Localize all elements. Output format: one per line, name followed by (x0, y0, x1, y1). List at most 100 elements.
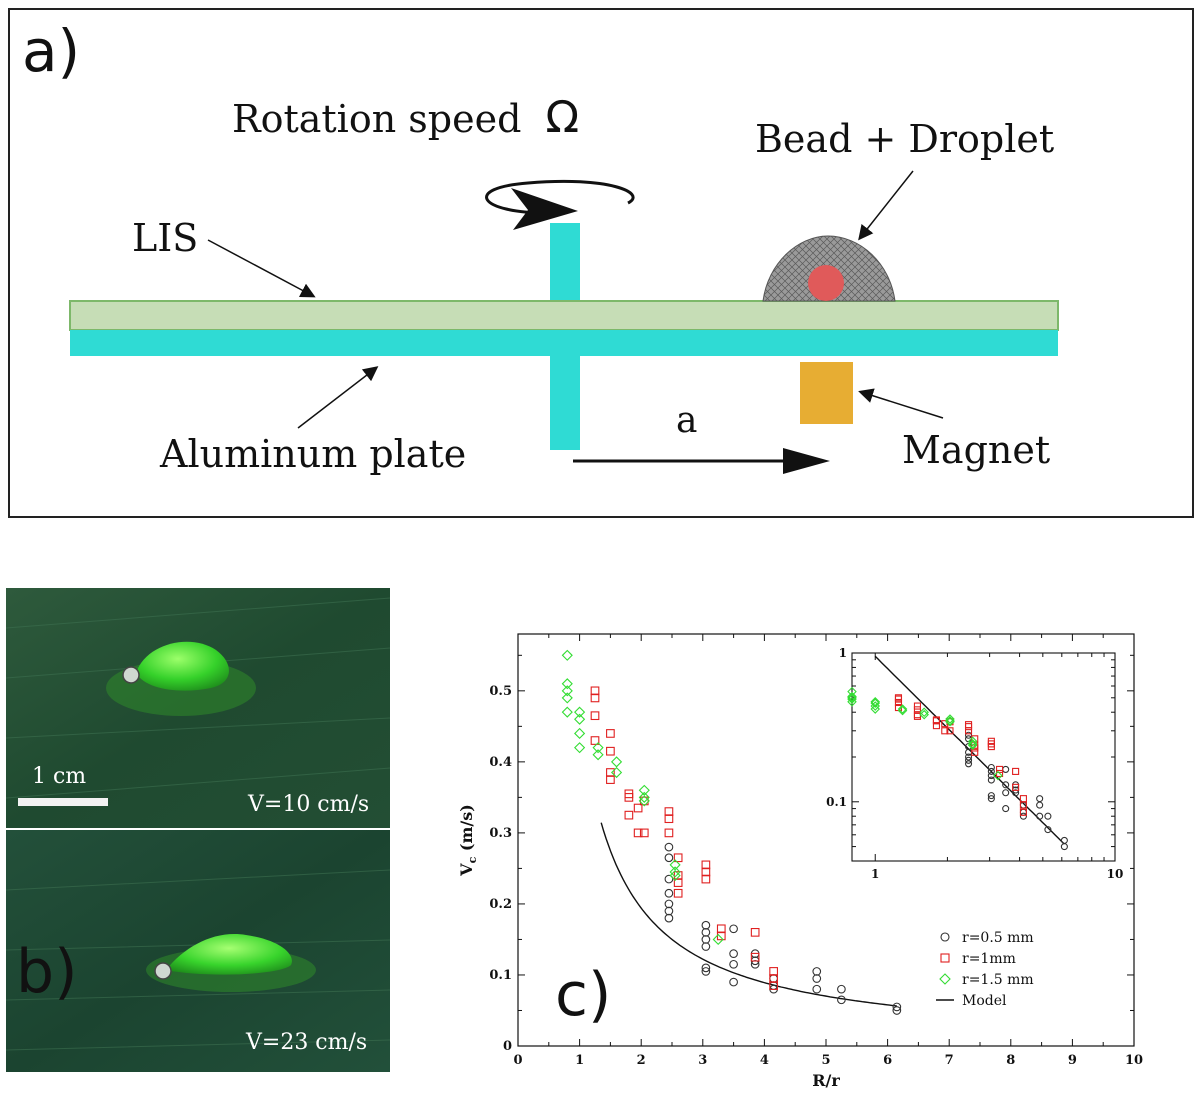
y-axis-label-main: V (457, 863, 476, 877)
data-point-square (606, 768, 615, 777)
legend-label-model: Model (962, 993, 1007, 1009)
x-tick-label: 7 (945, 1053, 954, 1068)
inset-data-point-square (1012, 783, 1020, 791)
data-point-square (639, 796, 649, 806)
y-tick-label: 0.1 (489, 968, 512, 983)
legend-label: r=1.5 mm (962, 972, 1034, 988)
photo-bottom-image (6, 830, 390, 1072)
inset-data-point-diamond (897, 705, 908, 716)
data-point-square (633, 828, 643, 838)
legend-label: r=0.5 mm (962, 930, 1034, 946)
x-tick-label: 3 (698, 1053, 707, 1068)
magnet-pointer (858, 388, 944, 419)
photo-bottom: b) V=23 cm/s (6, 830, 390, 1072)
inset-model-curve (874, 655, 1065, 845)
data-point-square (606, 775, 615, 784)
inset-data-point-circle (1012, 789, 1020, 797)
inset-data-point-circle (987, 763, 995, 772)
inset-data-point-diamond (847, 693, 857, 703)
data-point-square (673, 853, 683, 863)
aluminum-plate-label: Aluminum plate (160, 432, 467, 476)
inset-frame (851, 652, 1116, 862)
data-point-square (606, 746, 615, 756)
inset-data-point-circle (964, 753, 973, 761)
rotation-arrow (485, 179, 635, 215)
rotation-arrow-head (511, 188, 578, 230)
inset-data-point-square (913, 712, 922, 720)
scale-bar-label: 1 cm (32, 764, 87, 789)
lis-label: LIS (132, 216, 199, 260)
plate-pointer (297, 366, 379, 429)
bead-pointer (858, 170, 914, 241)
inset-x-tick-label: 1 (871, 867, 879, 881)
data-point-diamond (610, 766, 623, 779)
data-point-circle (664, 888, 674, 898)
data-point-circle (701, 935, 711, 944)
data-point-square (673, 888, 683, 898)
inset-data-point-square (964, 727, 973, 735)
speed-label-top: V=10 cm/s (248, 792, 370, 817)
inset-data-point-diamond (919, 709, 929, 720)
x-tick-label: 4 (760, 1053, 769, 1068)
distance-label: a (676, 400, 698, 441)
bead-droplet-label: Bead + Droplet (755, 117, 1055, 161)
data-point-square (590, 686, 600, 696)
data-point-diamond (574, 727, 586, 740)
omega-symbol: Ω (545, 92, 580, 143)
data-point-circle (701, 967, 711, 976)
inset-data-point-circle (987, 776, 995, 784)
x-tick-label: 6 (883, 1053, 892, 1068)
y-tick-label: 0.3 (489, 826, 512, 841)
x-tick-label: 2 (637, 1053, 646, 1068)
data-point-diamond (574, 706, 586, 718)
data-point-square (701, 867, 711, 877)
data-point-circle (729, 924, 738, 934)
inset-data-point-square (894, 698, 903, 707)
rotation-axle-lower (550, 356, 580, 450)
data-point-square (624, 810, 634, 820)
x-tick-label: 0 (513, 1053, 522, 1068)
data-point-circle (701, 942, 711, 951)
inset-data-point-square (964, 723, 973, 731)
inset-data-point-diamond (870, 704, 881, 714)
y-axis-label-sub: c (466, 856, 479, 863)
data-point-circle (892, 1002, 902, 1012)
legend-marker (940, 932, 950, 942)
panel-a-label: a) (22, 17, 81, 85)
inset-data-point-circle (987, 795, 995, 803)
data-point-circle (812, 984, 822, 994)
inset-y-tick-label: 0.1 (826, 795, 847, 809)
photo-top-image (6, 588, 390, 828)
inset-y-tick-label: 1 (839, 646, 847, 660)
bead (808, 265, 844, 301)
data-point-square (590, 711, 600, 721)
data-point-circle (664, 842, 674, 852)
rotation-speed-label: Rotation speed Ω (232, 92, 579, 143)
inset-data-point-diamond (945, 716, 955, 726)
lis-pointer (207, 239, 316, 298)
x-tick-label: 10 (1125, 1053, 1143, 1068)
data-point-square (701, 874, 711, 884)
magnet-label: Magnet (902, 428, 1051, 472)
inset-data-point-circle (1036, 801, 1044, 809)
y-axis-label-unit: (m/s) (457, 804, 476, 857)
data-point-square (769, 967, 778, 976)
data-point-circle (837, 984, 846, 994)
data-point-circle (892, 1006, 902, 1015)
data-point-square (769, 981, 778, 990)
inset-data-point-square (971, 748, 979, 756)
data-point-circle (729, 977, 738, 987)
data-point-circle (664, 874, 674, 884)
data-point-square (701, 860, 711, 870)
lis-layer (69, 300, 1059, 331)
inset-data-point-circle (964, 756, 973, 764)
data-point-square (750, 952, 760, 962)
data-point-circle (664, 899, 674, 909)
y-axis-label: Vc (m/s) (457, 804, 479, 877)
inset-data-point-square (1019, 808, 1027, 816)
y-tick-label: 0.5 (489, 684, 512, 699)
inset-data-point-diamond (945, 714, 955, 724)
inset-data-point-diamond (870, 701, 881, 711)
data-point-diamond (561, 692, 573, 704)
panel-a (8, 8, 1194, 518)
